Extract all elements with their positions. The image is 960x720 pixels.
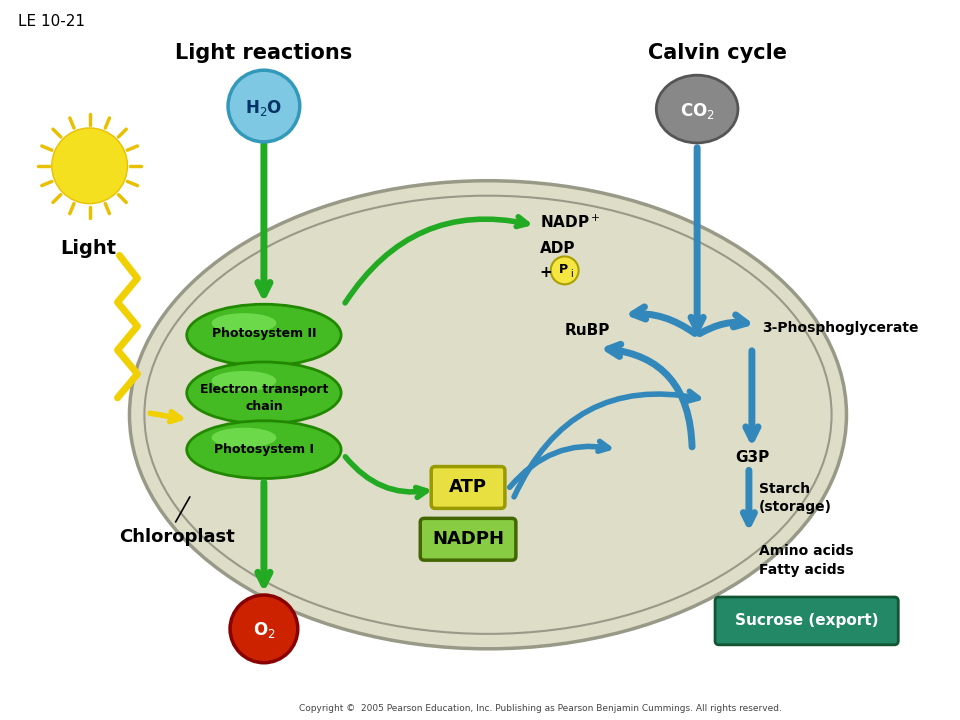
Circle shape <box>230 595 298 662</box>
Ellipse shape <box>187 305 341 366</box>
Text: +: + <box>540 265 553 280</box>
Text: ATP: ATP <box>449 479 487 497</box>
Circle shape <box>551 256 579 284</box>
Text: Photosystem I: Photosystem I <box>214 443 314 456</box>
Text: Chloroplast: Chloroplast <box>119 528 235 546</box>
Ellipse shape <box>211 313 276 333</box>
Circle shape <box>52 128 128 204</box>
Text: 3-Phosphoglycerate: 3-Phosphoglycerate <box>762 321 919 335</box>
Text: Electron transport: Electron transport <box>200 383 328 397</box>
Ellipse shape <box>130 181 847 649</box>
Text: P: P <box>559 263 568 276</box>
Text: Fatty acids: Fatty acids <box>758 563 845 577</box>
Ellipse shape <box>187 362 341 424</box>
Text: Starch: Starch <box>758 482 810 497</box>
Text: O$_2$: O$_2$ <box>252 620 276 640</box>
Text: RuBP: RuBP <box>564 323 611 338</box>
Text: NADP$^+$: NADP$^+$ <box>540 214 600 231</box>
Text: Copyright ©  2005 Pearson Education, Inc. Publishing as Pearson Benjamin Cumming: Copyright © 2005 Pearson Education, Inc.… <box>299 704 781 713</box>
FancyBboxPatch shape <box>431 467 505 508</box>
Ellipse shape <box>657 75 738 143</box>
Text: Calvin cycle: Calvin cycle <box>648 43 786 63</box>
Text: Photosystem II: Photosystem II <box>211 327 316 340</box>
Circle shape <box>228 70 300 142</box>
Text: NADPH: NADPH <box>432 530 504 548</box>
Text: Light: Light <box>60 239 116 258</box>
Text: Amino acids: Amino acids <box>758 544 853 558</box>
Text: i: i <box>570 269 573 279</box>
Text: Sucrose (export): Sucrose (export) <box>735 613 878 629</box>
Ellipse shape <box>211 371 276 391</box>
Text: CO$_2$: CO$_2$ <box>680 101 714 121</box>
FancyBboxPatch shape <box>420 518 516 560</box>
Text: H$_2$O: H$_2$O <box>245 98 282 118</box>
Text: chain: chain <box>245 400 283 413</box>
Ellipse shape <box>211 428 276 448</box>
Text: ADP: ADP <box>540 241 575 256</box>
Ellipse shape <box>187 420 341 479</box>
Text: LE 10-21: LE 10-21 <box>18 14 84 29</box>
Text: G3P: G3P <box>735 450 769 465</box>
Text: (storage): (storage) <box>758 500 832 514</box>
Text: Light reactions: Light reactions <box>176 43 352 63</box>
FancyBboxPatch shape <box>715 597 899 645</box>
